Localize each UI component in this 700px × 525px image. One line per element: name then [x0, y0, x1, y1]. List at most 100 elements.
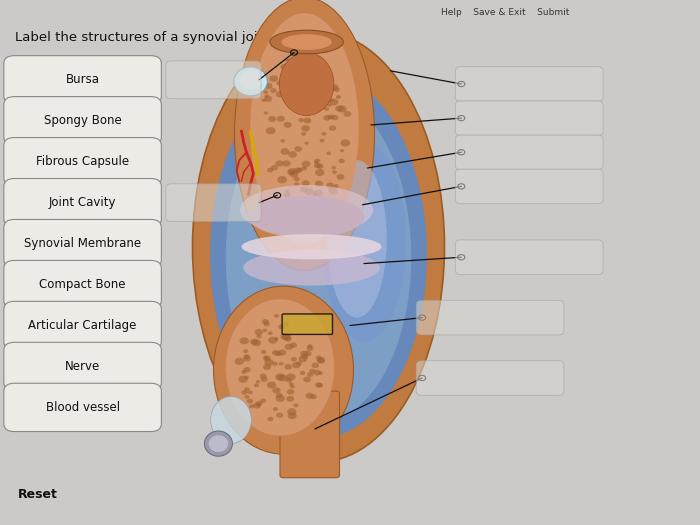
- Ellipse shape: [225, 299, 335, 436]
- Circle shape: [314, 163, 321, 169]
- Circle shape: [289, 101, 296, 106]
- Circle shape: [304, 188, 314, 195]
- Circle shape: [316, 163, 323, 169]
- Circle shape: [294, 167, 302, 173]
- Ellipse shape: [240, 185, 373, 235]
- Circle shape: [252, 339, 261, 347]
- Circle shape: [332, 170, 337, 174]
- Circle shape: [328, 114, 334, 120]
- Circle shape: [264, 96, 272, 102]
- FancyBboxPatch shape: [4, 260, 161, 309]
- Circle shape: [275, 160, 284, 166]
- Circle shape: [284, 122, 292, 128]
- Circle shape: [312, 193, 317, 196]
- Circle shape: [272, 387, 281, 394]
- FancyBboxPatch shape: [455, 169, 603, 204]
- FancyBboxPatch shape: [416, 361, 564, 395]
- FancyBboxPatch shape: [455, 240, 603, 275]
- Circle shape: [243, 356, 251, 362]
- Circle shape: [324, 66, 330, 70]
- Ellipse shape: [251, 13, 358, 244]
- FancyBboxPatch shape: [4, 138, 161, 186]
- Ellipse shape: [234, 0, 374, 270]
- Circle shape: [337, 106, 346, 112]
- Circle shape: [300, 371, 305, 375]
- Circle shape: [285, 58, 289, 61]
- Circle shape: [315, 169, 325, 176]
- Circle shape: [281, 64, 289, 70]
- Circle shape: [333, 184, 339, 188]
- Circle shape: [256, 401, 262, 406]
- Text: Nerve: Nerve: [65, 360, 100, 373]
- Ellipse shape: [249, 196, 365, 238]
- Circle shape: [340, 139, 350, 146]
- Circle shape: [298, 118, 304, 122]
- Circle shape: [307, 346, 314, 351]
- Circle shape: [317, 358, 325, 364]
- FancyBboxPatch shape: [455, 135, 603, 170]
- FancyBboxPatch shape: [4, 342, 161, 391]
- Circle shape: [304, 64, 313, 71]
- Circle shape: [287, 170, 295, 175]
- Circle shape: [296, 49, 302, 54]
- Circle shape: [234, 358, 244, 365]
- Circle shape: [263, 321, 270, 327]
- Text: Joint Cavity: Joint Cavity: [49, 196, 116, 209]
- Circle shape: [323, 115, 331, 121]
- Circle shape: [276, 81, 283, 86]
- Text: Fibrous Capsule: Fibrous Capsule: [36, 155, 130, 168]
- Circle shape: [253, 403, 261, 408]
- Circle shape: [285, 202, 294, 209]
- Circle shape: [320, 139, 325, 142]
- Circle shape: [264, 111, 268, 114]
- Circle shape: [307, 372, 314, 377]
- Circle shape: [317, 357, 326, 363]
- Ellipse shape: [193, 32, 444, 462]
- Circle shape: [324, 107, 329, 111]
- Circle shape: [274, 337, 279, 341]
- Circle shape: [300, 351, 309, 356]
- Circle shape: [286, 396, 294, 402]
- Circle shape: [293, 76, 302, 82]
- Text: Blood vessel: Blood vessel: [46, 401, 120, 414]
- FancyBboxPatch shape: [455, 101, 603, 135]
- Circle shape: [293, 62, 302, 69]
- Circle shape: [327, 103, 332, 107]
- Circle shape: [299, 215, 304, 219]
- Circle shape: [270, 76, 278, 82]
- Circle shape: [307, 206, 315, 212]
- Circle shape: [289, 382, 294, 386]
- Circle shape: [332, 166, 336, 170]
- Circle shape: [309, 369, 316, 374]
- Circle shape: [290, 342, 297, 348]
- Ellipse shape: [204, 431, 232, 456]
- Circle shape: [307, 344, 312, 348]
- Circle shape: [271, 165, 278, 170]
- FancyBboxPatch shape: [282, 314, 332, 334]
- Circle shape: [273, 407, 278, 411]
- Circle shape: [277, 374, 287, 382]
- Circle shape: [331, 115, 338, 120]
- Circle shape: [298, 355, 307, 362]
- Circle shape: [261, 350, 267, 354]
- Circle shape: [298, 70, 303, 74]
- Circle shape: [302, 354, 308, 359]
- Circle shape: [276, 393, 283, 398]
- Circle shape: [284, 204, 290, 208]
- Circle shape: [302, 50, 310, 57]
- Circle shape: [272, 362, 278, 366]
- Circle shape: [282, 161, 290, 166]
- Circle shape: [244, 375, 249, 379]
- Circle shape: [260, 373, 267, 379]
- Circle shape: [289, 71, 295, 76]
- Circle shape: [279, 324, 286, 330]
- Circle shape: [293, 403, 299, 407]
- Circle shape: [290, 98, 298, 102]
- Circle shape: [326, 152, 331, 155]
- Circle shape: [276, 116, 285, 122]
- Text: Synovial Membrane: Synovial Membrane: [24, 237, 141, 250]
- Circle shape: [329, 188, 338, 195]
- Circle shape: [295, 146, 302, 152]
- Circle shape: [290, 47, 298, 54]
- Circle shape: [244, 387, 250, 391]
